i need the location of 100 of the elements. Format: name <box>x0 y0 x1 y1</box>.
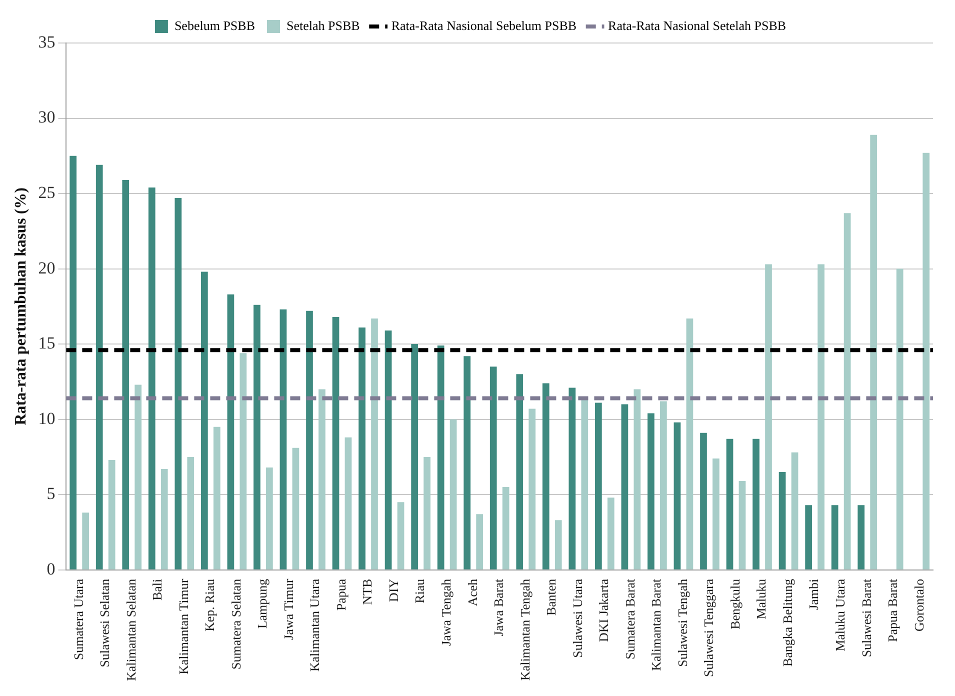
x-tick-label: Sulawesi Tenggara <box>701 578 716 677</box>
y-tick-label: 15 <box>38 334 56 353</box>
bar <box>778 472 786 570</box>
x-tick-label: Jawa Barat <box>491 578 506 636</box>
x-tick-label: Sulawesi Barat <box>858 578 874 658</box>
bar <box>568 388 576 570</box>
bar <box>490 366 497 570</box>
legend-label: Rata-Rata Nasional Sebelum PSBB <box>391 18 577 33</box>
bar <box>542 383 550 570</box>
bar <box>686 318 694 570</box>
bar <box>594 402 602 570</box>
bar <box>700 432 707 570</box>
x-tick-label: Lampung <box>254 578 270 629</box>
x-tick-label: Jawa Tengah <box>438 578 454 646</box>
bar <box>187 456 194 570</box>
bar <box>371 318 378 570</box>
y-tick-label: 20 <box>38 258 56 278</box>
bar <box>818 264 824 570</box>
bar <box>96 164 103 570</box>
y-axis-title: Rata-rata pertumbuhan kasus (%) <box>12 188 30 426</box>
bar <box>634 389 641 570</box>
bar <box>674 422 681 570</box>
x-tick-label: Kep. Riau <box>202 578 218 632</box>
x-tick-label: Sulawesi Selatan <box>97 578 112 668</box>
x-tick-label: Maluku <box>754 578 769 620</box>
bar <box>738 481 746 570</box>
x-tick-label: Kalimantan Utara <box>307 578 322 672</box>
x-tick-label: Maluku Utara <box>832 578 848 652</box>
bar <box>108 460 116 570</box>
bar <box>424 456 430 570</box>
x-tick-label: Sumatera Barat <box>622 578 638 660</box>
bar <box>306 310 313 570</box>
bar <box>227 294 234 570</box>
bar <box>581 400 588 570</box>
x-tick-label: NTB <box>360 578 375 605</box>
legend-label: Rata-Rata Nasional Setelah PSBB <box>608 18 786 33</box>
bar <box>516 374 524 570</box>
bar <box>437 346 444 570</box>
bar <box>791 452 798 570</box>
x-tick-label: Sumatera Utara <box>70 578 86 660</box>
x-tick-label: DIY <box>386 578 401 602</box>
bar <box>554 520 562 570</box>
bar <box>122 180 130 570</box>
bar <box>411 344 418 570</box>
legend-label: Setelah PSBB <box>286 18 360 33</box>
x-tick-label: Bangka Belitung <box>780 578 795 667</box>
x-tick-label: Jawa Timur <box>280 578 296 640</box>
x-tick-label: Sulawesi Tengah <box>674 578 690 667</box>
bar <box>464 356 471 570</box>
x-tick-label: Riau <box>412 578 428 604</box>
bar <box>607 498 614 570</box>
bar <box>344 437 352 570</box>
y-tick-label: 35 <box>38 32 56 52</box>
x-tick-label: Papua Barat <box>885 578 900 642</box>
bar <box>648 413 654 570</box>
bar <box>621 404 628 570</box>
bar <box>397 502 404 570</box>
bar <box>332 316 340 570</box>
bar <box>844 213 851 570</box>
bar <box>726 438 734 570</box>
bar <box>384 330 392 570</box>
x-tick-label: Bengkulu <box>727 578 742 630</box>
bar <box>896 268 904 570</box>
bar <box>660 401 667 570</box>
x-tick-label: Sumatera Selatan <box>228 578 244 670</box>
bar <box>240 353 247 570</box>
y-tick-label: 25 <box>38 182 56 202</box>
legend-label: Sebelum PSBB <box>174 18 256 33</box>
bar <box>358 327 366 570</box>
x-tick-label: Banten <box>544 578 559 616</box>
bar <box>476 514 484 570</box>
bar <box>528 408 536 570</box>
bar <box>805 505 812 570</box>
bar <box>201 272 208 570</box>
bar <box>266 467 273 570</box>
bar <box>292 448 300 570</box>
bar <box>752 438 760 570</box>
x-tick-label: DKI Jakarta <box>596 578 612 642</box>
bar <box>858 505 865 570</box>
y-tick-label: 0 <box>46 559 56 578</box>
bar <box>254 304 260 570</box>
x-tick-label: Bali <box>150 578 165 601</box>
bar <box>502 487 510 570</box>
bar <box>922 152 930 570</box>
bar <box>213 426 220 570</box>
bar <box>765 264 772 570</box>
y-tick-label: 30 <box>38 108 56 127</box>
bar <box>148 188 156 570</box>
bar <box>712 458 720 570</box>
bar <box>134 384 142 570</box>
bar <box>450 419 457 570</box>
x-tick-label: Papua <box>333 578 348 611</box>
bar <box>174 198 182 570</box>
x-tick-label: Kalimantan Timur <box>176 578 191 675</box>
x-tick-label: Sulawesi Utara <box>570 578 585 658</box>
bar <box>318 389 326 570</box>
y-tick-label: 10 <box>38 408 56 428</box>
bar <box>280 309 287 570</box>
bar <box>70 156 77 570</box>
bar <box>870 134 878 570</box>
